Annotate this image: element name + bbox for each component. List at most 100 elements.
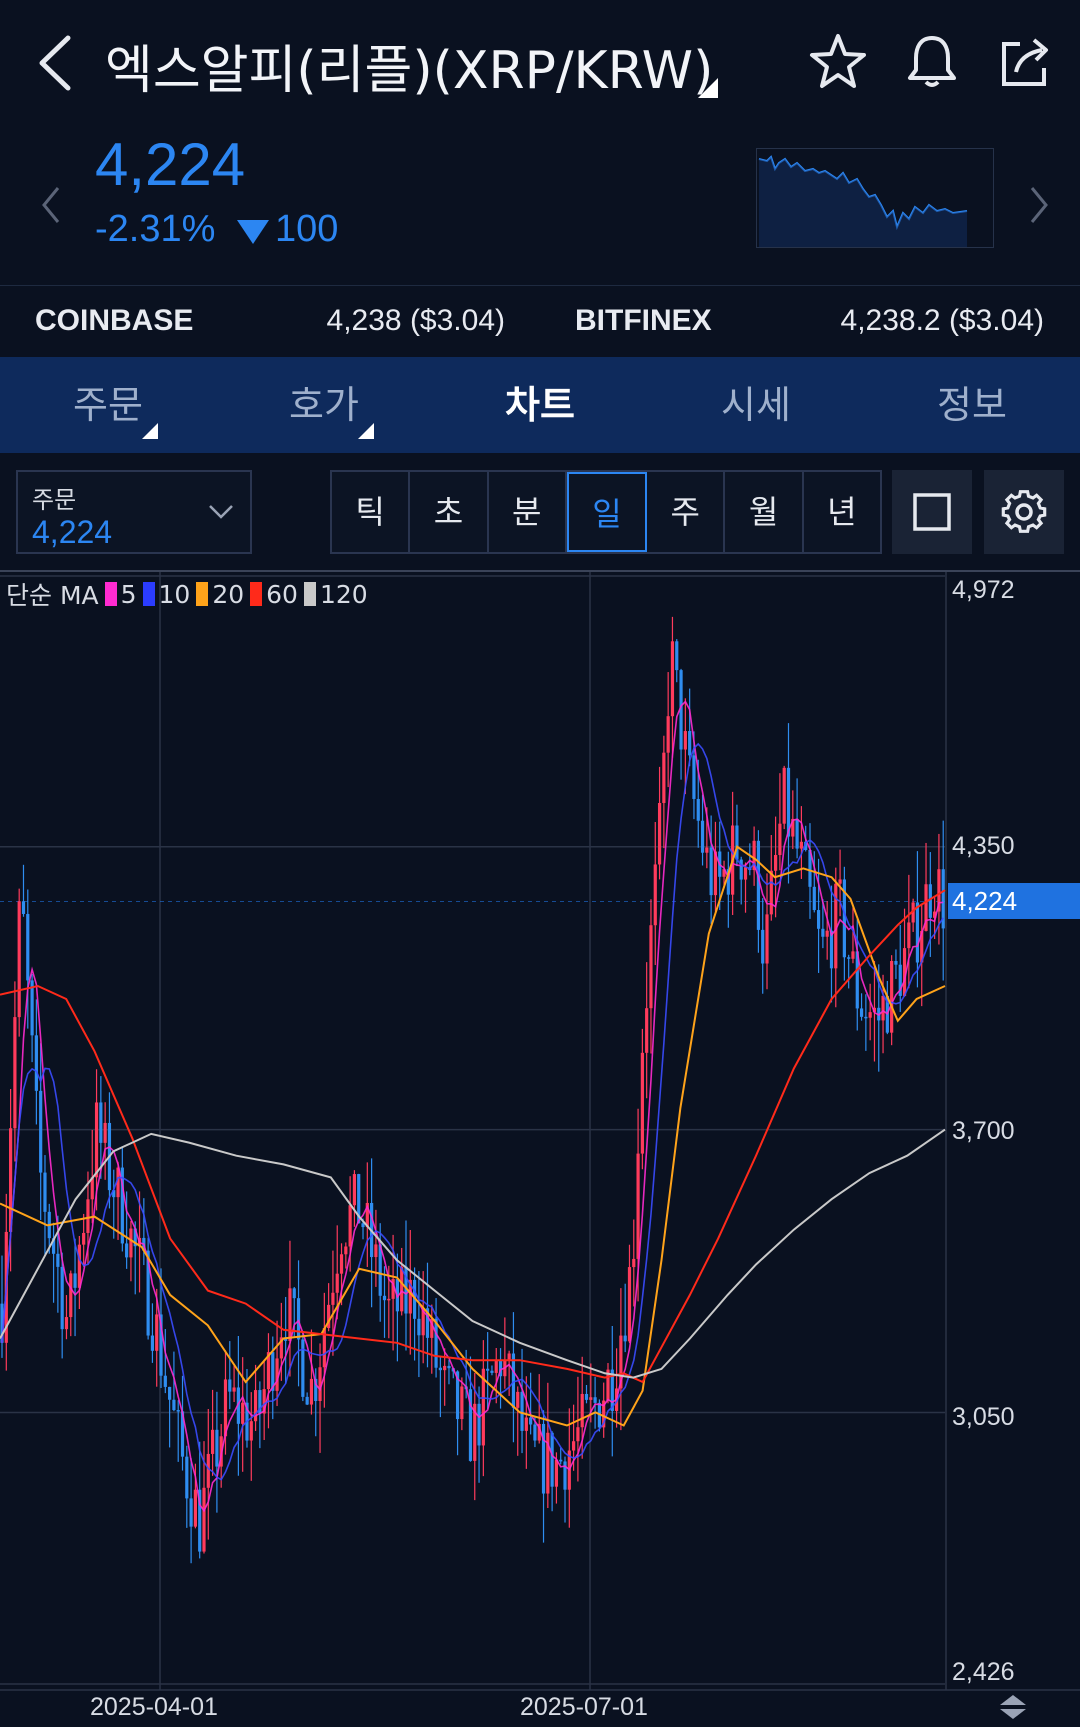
candle-body: [39, 1090, 43, 1173]
candle-body: [572, 1441, 576, 1451]
candle-body: [64, 1317, 69, 1330]
ma5-swatch: [104, 582, 117, 606]
ma-lines-group: [0, 700, 946, 1513]
candle-body: [73, 1273, 77, 1288]
candle-body: [675, 641, 679, 671]
candle-body: [374, 1244, 378, 1258]
x-axis-tick: 2025-07-01: [520, 1693, 648, 1721]
candle-body: [430, 1318, 434, 1338]
tab-orderbook[interactable]: 호가: [289, 383, 359, 427]
candle-body: [241, 1402, 245, 1424]
candle-body: [116, 1167, 120, 1198]
candle-body: [786, 767, 791, 837]
candle-body: [43, 1172, 47, 1212]
candle-body: [352, 1174, 357, 1206]
tab-info[interactable]: 정보: [937, 383, 1007, 427]
candle-body: [258, 1390, 262, 1414]
ma-legend-item: 60: [266, 579, 298, 609]
candle-body: [546, 1432, 550, 1494]
candle-body: [498, 1359, 503, 1377]
candle-body: [335, 1273, 339, 1293]
candle-body: [920, 930, 924, 963]
candle-body: [163, 1375, 167, 1387]
fullscreen-button[interactable]: [892, 470, 972, 554]
candle-body: [133, 1228, 137, 1247]
period-day-button[interactable]: 일: [566, 472, 648, 552]
candle-body: [180, 1411, 185, 1457]
share-icon[interactable]: [994, 30, 1058, 94]
candle-body: [468, 1389, 473, 1461]
candle-body: [271, 1352, 275, 1391]
candle-body: [232, 1387, 236, 1392]
ma60-swatch: [250, 582, 263, 606]
candle-body: [228, 1379, 232, 1392]
candlestick-chart[interactable]: 단순 MA 5 10 20 60 120 4,972 4,350 3,700 3…: [0, 570, 1080, 1727]
main-tabs: 주문 호가 차트 시세 정보: [0, 357, 1080, 453]
candle-body: [172, 1399, 176, 1411]
tab-chart[interactable]: 차트: [505, 383, 575, 427]
period-minute-button[interactable]: 분: [488, 472, 567, 552]
tab-order[interactable]: 주문: [73, 383, 143, 427]
candle-body: [606, 1369, 610, 1401]
mini-price-chart[interactable]: [756, 148, 994, 248]
period-month-button[interactable]: 월: [725, 472, 804, 552]
period-tick-button[interactable]: 틱: [332, 472, 411, 552]
candle-body: [666, 716, 670, 753]
candle-body: [155, 1314, 159, 1351]
candle-body: [90, 1177, 94, 1200]
candle-body: [404, 1266, 408, 1314]
candle-body: [215, 1429, 219, 1467]
candle-body: [688, 731, 692, 756]
candle-body: [640, 1052, 644, 1154]
candle-body: [911, 902, 915, 923]
candle-body: [120, 1167, 124, 1244]
ma60-line: [0, 889, 946, 1384]
period-year-button[interactable]: 년: [803, 472, 880, 552]
candle-body: [69, 1273, 73, 1318]
title-dropdown-caret-icon[interactable]: [698, 78, 718, 98]
candle-body: [301, 1339, 305, 1397]
back-arrow-icon[interactable]: [30, 28, 90, 98]
settings-gear-icon[interactable]: [984, 470, 1064, 554]
candle-body: [279, 1337, 283, 1359]
chart-canvas[interactable]: [0, 570, 1080, 1727]
period-second-button[interactable]: 초: [410, 472, 489, 552]
candle-body: [563, 1461, 567, 1490]
candle-body: [344, 1246, 348, 1255]
prev-coin-arrow-icon[interactable]: [36, 180, 66, 230]
candle-body: [898, 964, 902, 996]
y-axis-tick: 3,050: [952, 1403, 1015, 1431]
candle-body: [782, 767, 786, 824]
tab-market[interactable]: 시세: [721, 383, 791, 427]
candle-body: [34, 1035, 38, 1091]
order-price-dropdown[interactable]: 주문 4,224: [16, 470, 252, 554]
candle-body: [834, 883, 838, 969]
period-week-button[interactable]: 주: [647, 472, 726, 552]
candle-body: [795, 818, 799, 849]
star-favorite-icon[interactable]: [806, 30, 870, 94]
candle-body: [223, 1379, 228, 1437]
order-value: 4,224: [32, 514, 113, 550]
candle-body: [589, 1397, 593, 1400]
candle-body: [425, 1308, 430, 1338]
candle-body: [520, 1391, 524, 1431]
candle-body: [0, 1303, 4, 1343]
tab-caret-icon: [142, 423, 158, 439]
current-price-tag: 4,224: [948, 883, 1080, 919]
candle-body: [13, 1017, 17, 1129]
candle-body: [550, 1432, 554, 1487]
bell-alert-icon[interactable]: [900, 30, 964, 94]
candle-body: [541, 1423, 546, 1494]
ma20-swatch: [196, 582, 209, 606]
y-axis-tick: 4,350: [952, 832, 1015, 860]
candle-body: [752, 840, 756, 871]
candle-body: [859, 1008, 864, 1017]
candle-body: [275, 1358, 279, 1391]
next-coin-arrow-icon[interactable]: [1024, 180, 1054, 230]
candle-body: [649, 925, 653, 1009]
candle-body: [198, 1489, 202, 1552]
chart-resize-handle-icon[interactable]: [996, 1692, 1030, 1722]
coin-title[interactable]: 엑스알피(리플)(XRP/KRW): [105, 41, 714, 101]
chart-toolbar: 주문 4,224 틱 초 분 일 주 월 년: [0, 453, 1080, 570]
chart-grid: [0, 570, 1080, 1691]
